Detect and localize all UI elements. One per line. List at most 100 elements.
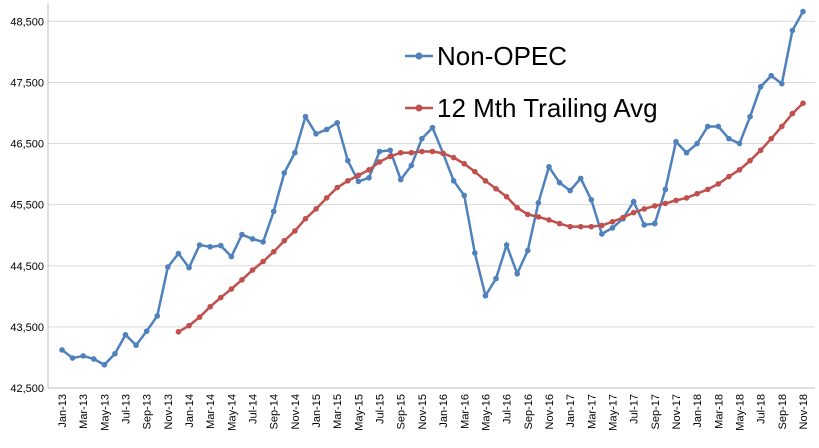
data-point xyxy=(588,223,595,230)
x-tick-label: Mar-18 xyxy=(713,394,725,429)
data-point xyxy=(641,206,648,212)
data-point xyxy=(779,80,785,87)
data-point xyxy=(662,200,669,207)
data-point xyxy=(101,361,108,368)
data-point xyxy=(292,228,298,234)
y-tick-label: 48,500 xyxy=(10,16,44,28)
data-point xyxy=(482,292,489,299)
x-tick-label: Jan-15 xyxy=(311,394,323,428)
data-point xyxy=(90,356,97,362)
x-tick-label: Nov-16 xyxy=(544,394,556,429)
data-point xyxy=(239,231,245,238)
data-point xyxy=(270,248,277,255)
x-tick-label: May-17 xyxy=(607,394,619,431)
x-tick-label: Jul-16 xyxy=(502,394,514,424)
data-point xyxy=(694,190,700,197)
data-point xyxy=(514,204,520,211)
data-point xyxy=(175,328,182,335)
y-tick-label: 46,500 xyxy=(10,139,44,151)
data-point xyxy=(546,217,552,223)
data-point xyxy=(524,211,531,218)
x-tick-label: Sep-15 xyxy=(396,394,408,429)
data-point xyxy=(736,140,743,147)
data-point xyxy=(196,314,203,320)
data-point xyxy=(673,138,679,145)
data-point xyxy=(334,119,341,126)
y-tick-label: 43,500 xyxy=(10,322,44,334)
x-tick-label: Jul-14 xyxy=(248,394,260,424)
data-point xyxy=(546,163,552,170)
data-point xyxy=(652,203,658,209)
data-point xyxy=(239,277,245,283)
legend-label: 12 Mth Trailing Avg xyxy=(437,93,658,123)
data-point xyxy=(715,181,722,187)
data-point xyxy=(630,209,637,216)
data-point xyxy=(397,149,404,156)
data-point xyxy=(704,186,711,193)
data-point xyxy=(694,140,700,147)
data-point xyxy=(715,123,722,130)
data-point xyxy=(736,167,743,173)
x-tick-label: May-13 xyxy=(99,394,111,431)
data-point xyxy=(345,157,351,164)
data-point xyxy=(302,215,309,222)
data-point xyxy=(652,220,658,227)
x-tick-label: Nov-13 xyxy=(163,394,175,429)
data-point xyxy=(143,328,150,334)
data-point xyxy=(207,303,213,310)
data-point xyxy=(726,135,732,142)
data-point xyxy=(461,192,468,199)
data-point xyxy=(196,242,203,248)
data-point xyxy=(567,223,573,230)
x-tick-label: May-16 xyxy=(480,394,492,431)
series-line xyxy=(61,10,805,367)
x-tick-label: May-14 xyxy=(226,394,238,431)
x-tick-label: Sep-17 xyxy=(650,394,662,429)
x-tick-label: Mar-15 xyxy=(332,394,344,429)
data-point xyxy=(281,170,288,176)
data-point xyxy=(503,193,510,200)
x-tick-label: Nov-17 xyxy=(671,394,683,429)
data-point xyxy=(408,162,415,169)
data-point xyxy=(599,222,605,229)
data-point xyxy=(683,195,690,201)
data-point xyxy=(567,187,573,194)
data-point xyxy=(419,135,425,142)
data-point xyxy=(556,179,563,186)
data-point xyxy=(355,172,362,179)
data-point xyxy=(747,113,753,120)
y-tick-label: 44,500 xyxy=(10,261,44,273)
data-point xyxy=(630,198,637,205)
x-tick-label: Jan-13 xyxy=(57,394,69,428)
data-point xyxy=(768,135,775,142)
data-point xyxy=(620,214,626,221)
legend-marker xyxy=(415,104,423,112)
data-point xyxy=(292,149,298,156)
x-tick-label: Jan-17 xyxy=(565,394,577,428)
data-point xyxy=(302,113,309,120)
data-point xyxy=(387,147,393,154)
data-point xyxy=(260,258,266,265)
data-point xyxy=(376,148,383,155)
data-point xyxy=(313,130,319,137)
data-point xyxy=(154,313,161,319)
data-point xyxy=(429,148,436,155)
data-point xyxy=(514,270,520,277)
data-point xyxy=(800,100,806,107)
data-point xyxy=(440,150,446,157)
data-point xyxy=(69,355,76,361)
x-tick-label: Mar-13 xyxy=(78,394,90,429)
data-point xyxy=(461,160,468,167)
data-point xyxy=(281,237,288,244)
x-tick-label: Jul-18 xyxy=(756,394,768,424)
data-point xyxy=(80,353,86,359)
data-point xyxy=(217,294,224,301)
data-point xyxy=(355,178,362,185)
data-point xyxy=(419,148,425,155)
data-point xyxy=(599,231,605,237)
data-point xyxy=(217,242,224,249)
data-point xyxy=(366,174,372,181)
data-point xyxy=(260,239,266,245)
x-tick-label: Mar-16 xyxy=(459,394,471,429)
